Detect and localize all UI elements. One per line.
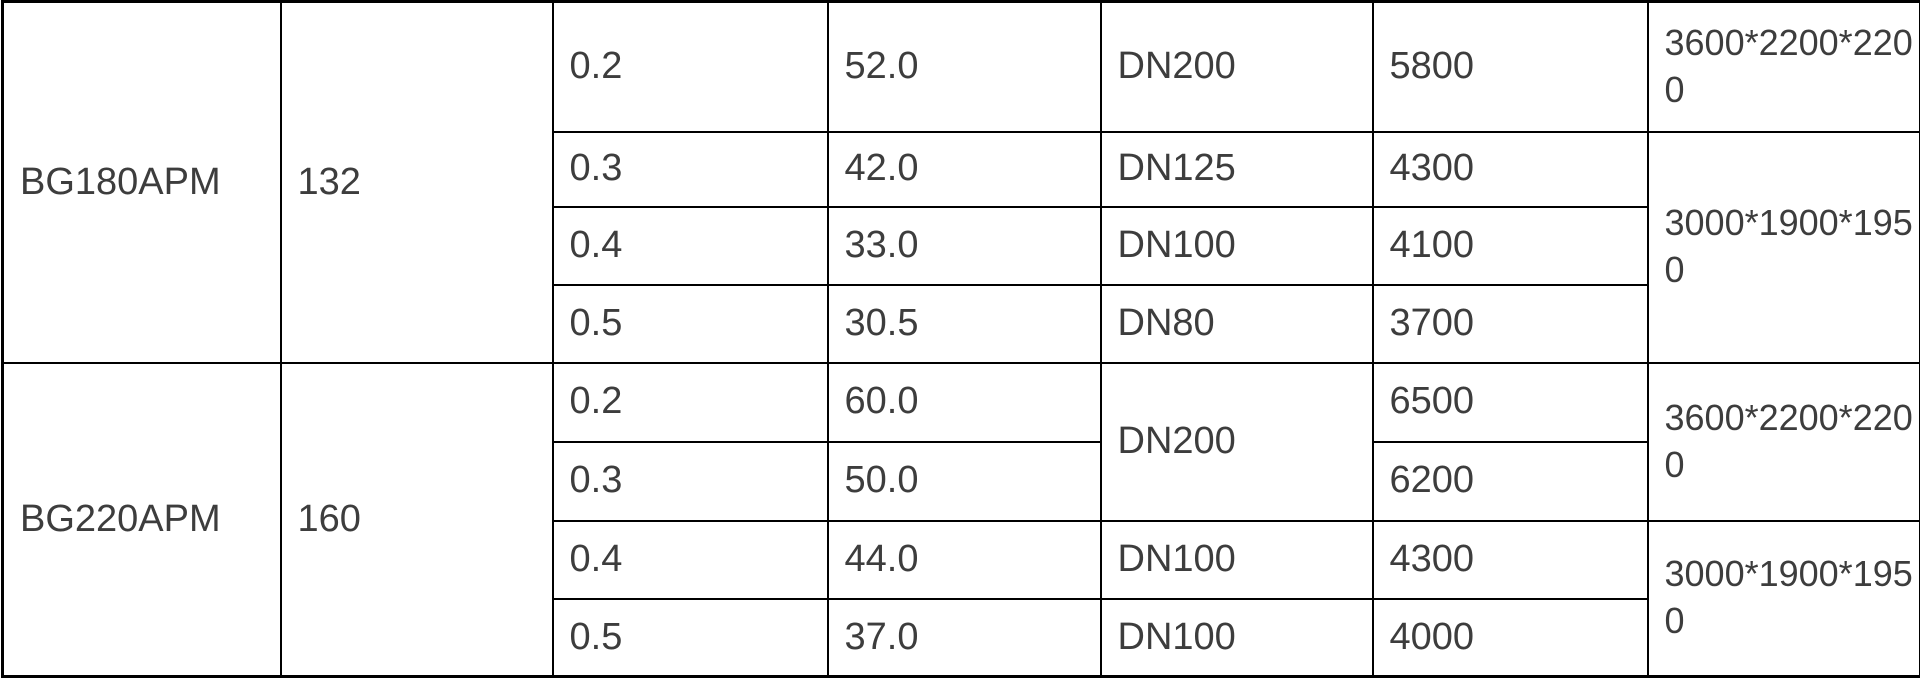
model-cell: BG180APM (1, 0, 282, 364)
flow-cell: 37.0 (826, 597, 1102, 678)
table-row: BG220APM 160 0.2 60.0 DN200 6500 3600*22… (1, 361, 1920, 678)
flow-cell: 33.0 (826, 205, 1102, 286)
weight-cell: 4300 (1371, 130, 1649, 208)
weight-cell: 3700 (1371, 283, 1649, 364)
pressure-cell: 0.5 (551, 283, 829, 364)
outlet-cell: DN100 (1099, 519, 1374, 600)
dimensions-cell: 3000*1900*1950 (1646, 519, 1920, 678)
flow-cell: 30.5 (826, 283, 1102, 364)
outlet-cell: DN200 (1099, 0, 1374, 133)
flow-cell: 44.0 (826, 519, 1102, 600)
weight-cell: 5800 (1371, 0, 1649, 133)
power-cell: 160 (279, 361, 554, 678)
flow-cell: 42.0 (826, 130, 1102, 208)
dimensions-cell: 3600*2200*2200 (1646, 0, 1920, 133)
model-cell: BG220APM (1, 361, 282, 678)
outlet-cell: DN80 (1099, 283, 1374, 364)
weight-cell: 6200 (1371, 440, 1649, 522)
flow-cell: 50.0 (826, 440, 1102, 522)
table-row: 0.3 50.0 6200 (3, 440, 1920, 522)
pressure-cell: 0.3 (551, 130, 829, 208)
table-row: 0.3 42.0 DN125 4300 3000*1900*1950 (3, 130, 1920, 364)
pressure-cell: 0.2 (551, 361, 829, 443)
pressure-cell: 0.3 (551, 440, 829, 522)
table-row: 0.4 44.0 DN100 4300 3000*1900*1950 (3, 519, 1920, 678)
power-cell: 132 (279, 0, 554, 364)
pressure-cell: 0.4 (551, 519, 829, 600)
flow-cell: 52.0 (826, 0, 1102, 133)
weight-cell: 4000 (1371, 597, 1649, 678)
dimensions-cell: 3600*2200*2200 (1646, 361, 1920, 522)
outlet-cell: DN100 (1099, 205, 1374, 286)
weight-cell: 4100 (1371, 205, 1649, 286)
pressure-cell: 0.4 (551, 205, 829, 286)
outlet-cell: DN125 (1099, 130, 1374, 208)
table-row: BG180APM 132 0.2 52.0 DN200 5800 3600*22… (1, 0, 1920, 364)
weight-cell: 6500 (1371, 361, 1649, 443)
outlet-cell: DN100 (1099, 597, 1374, 678)
pressure-cell: 0.5 (551, 597, 829, 678)
outlet-cell: DN200 (1099, 361, 1374, 522)
weight-cell: 4300 (1371, 519, 1649, 600)
table-row: 0.4 33.0 DN100 4100 (3, 205, 1920, 286)
flow-cell: 60.0 (826, 361, 1102, 443)
table-row: 0.5 30.5 DN80 3700 (3, 283, 1920, 364)
pressure-cell: 0.2 (551, 0, 829, 133)
dimensions-cell: 3000*1900*1950 (1646, 130, 1920, 364)
table-row: 0.5 37.0 DN100 4000 (3, 597, 1920, 678)
